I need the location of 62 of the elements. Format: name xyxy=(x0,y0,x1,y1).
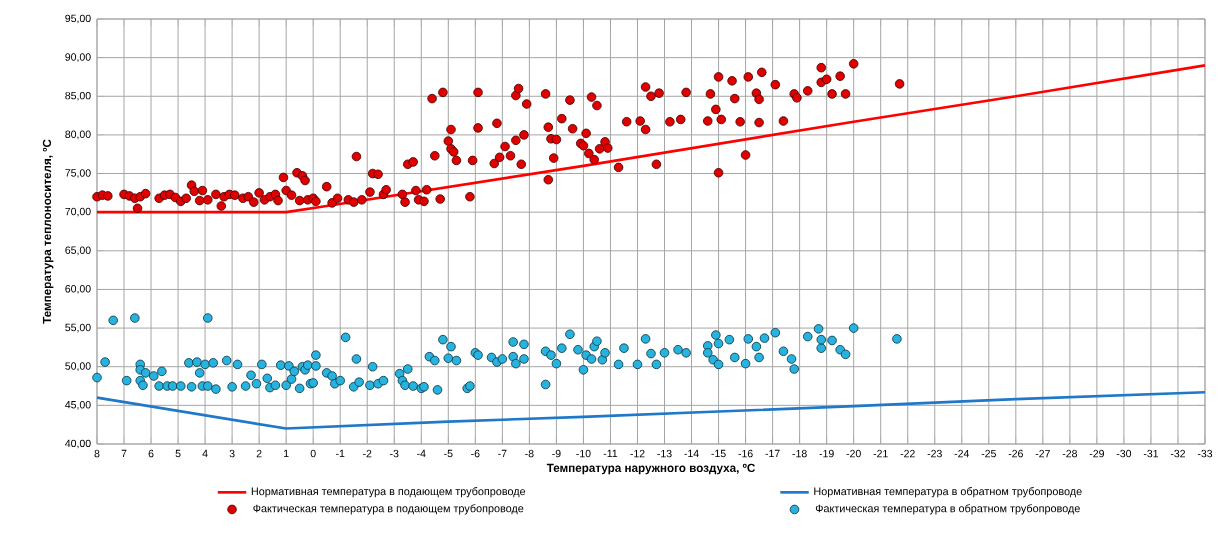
x-tick-label: -24 xyxy=(954,449,970,458)
x-tick-label: -10 xyxy=(576,449,591,458)
x-tick-label: 4 xyxy=(202,449,208,458)
legend-label: Фактическая температура в подающем трубопроводе xyxy=(253,504,524,515)
x-tick-label: 8 xyxy=(94,449,100,458)
x-tick-label: 2 xyxy=(256,449,262,458)
legend-label: Нормативная температура в обратном трубопроводе xyxy=(814,487,1082,498)
y-tick-label: 75,00 xyxy=(65,169,91,178)
x-tick-label: 7 xyxy=(121,449,127,458)
x-tick-label: -14 xyxy=(684,449,699,458)
y-tick-label: 70,00 xyxy=(65,207,91,217)
x-tick-label: -32 xyxy=(1170,449,1186,458)
x-tick-label: -5 xyxy=(444,449,453,458)
x-tick-label: -19 xyxy=(819,449,834,458)
line-series xyxy=(95,64,1207,214)
x-tick-label: 0 xyxy=(310,449,316,458)
legend-label: Нормативная температура в подающем трубопроводе xyxy=(251,487,526,498)
x-tick-label: -18 xyxy=(792,449,807,458)
y-tick-label: 85,00 xyxy=(65,91,91,101)
y-tick-label: 60,00 xyxy=(65,285,91,294)
x-tick-label: -29 xyxy=(1089,449,1104,458)
x-tick-label: -4 xyxy=(417,449,426,458)
y-tick-label: 45,00 xyxy=(65,401,91,410)
line-series xyxy=(95,390,1207,430)
x-tick-label: -30 xyxy=(1116,449,1132,458)
x-tick-label: -23 xyxy=(927,449,942,458)
x-tick-label: -16 xyxy=(738,449,753,458)
x-tick-label: -26 xyxy=(1008,449,1023,458)
x-tick-label: -17 xyxy=(765,449,780,458)
x-tick-label: -3 xyxy=(390,449,399,458)
x-tick-label: -9 xyxy=(552,449,561,458)
legend-label: Фактическая температура в обратном трубопроводе xyxy=(815,504,1080,515)
x-tick-label: -22 xyxy=(900,449,915,458)
x-tick-label: 5 xyxy=(175,449,181,458)
x-tick-label: -6 xyxy=(471,449,480,458)
x-tick-label: -28 xyxy=(1062,449,1077,458)
x-tick-label: -21 xyxy=(873,449,888,458)
y-tick-label: 80,00 xyxy=(65,130,91,140)
x-tick-label: -2 xyxy=(363,449,372,458)
y-tick-label: 95,00 xyxy=(65,14,91,24)
y-tick-label: 40,00 xyxy=(65,439,91,449)
x-tick-label: -27 xyxy=(1035,449,1050,458)
y-tick-label: 90,00 xyxy=(65,53,91,62)
x-tick-label: 1 xyxy=(284,449,289,458)
x-tick-label: -12 xyxy=(630,449,645,458)
x-tick-label: 3 xyxy=(229,449,235,458)
x-tick-label: -15 xyxy=(711,449,726,458)
x-axis-title: Температура наружного воздуха, ºС xyxy=(546,463,755,475)
x-tick-label: -11 xyxy=(603,449,618,458)
y-tick-label: 55,00 xyxy=(65,323,91,333)
y-tick-label: 50,00 xyxy=(65,362,91,372)
y-axis-title: Температура теплоносителя, ºС xyxy=(42,139,54,324)
x-tick-label: -13 xyxy=(657,449,672,458)
x-tick-label: -8 xyxy=(525,449,534,458)
x-tick-label: -25 xyxy=(981,449,996,458)
x-tick-label: -7 xyxy=(498,449,507,458)
x-tick-label: 6 xyxy=(148,449,154,458)
x-tick-label: -31 xyxy=(1143,449,1159,458)
x-tick-label: -33 xyxy=(1197,449,1213,458)
y-tick-label: 65,00 xyxy=(65,246,91,256)
x-tick-label: -20 xyxy=(846,449,861,458)
x-tick-label: -1 xyxy=(336,449,345,458)
